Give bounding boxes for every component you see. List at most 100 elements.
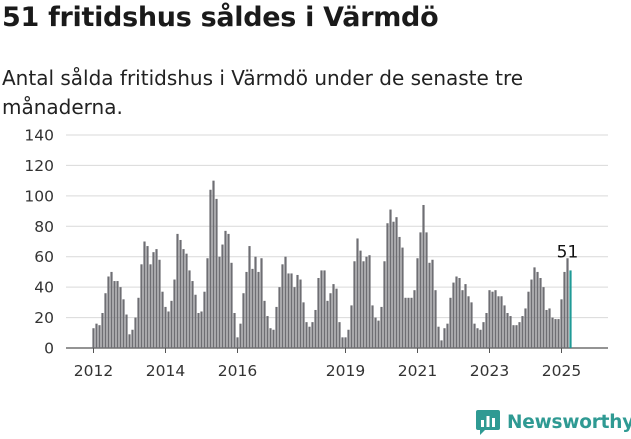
bar xyxy=(545,309,548,348)
bar xyxy=(344,337,347,348)
bar xyxy=(434,290,437,348)
bar xyxy=(377,320,380,348)
bar xyxy=(299,279,302,348)
x-tick-label: 2019 xyxy=(326,362,365,380)
bar xyxy=(365,256,368,348)
bar xyxy=(212,180,215,348)
bar xyxy=(188,270,191,348)
bar xyxy=(449,297,452,348)
bar xyxy=(311,322,314,348)
bar xyxy=(158,259,161,348)
y-tick-label: 100 xyxy=(24,187,54,205)
y-tick-label: 120 xyxy=(24,157,54,175)
chart-subtitle: Antal sålda fritidshus i Värmdö under de… xyxy=(2,66,524,119)
bar xyxy=(275,306,278,348)
bar xyxy=(314,309,317,348)
bar xyxy=(560,299,563,348)
bar xyxy=(428,262,431,348)
bar xyxy=(332,284,335,348)
bar xyxy=(140,264,143,348)
bar xyxy=(287,273,290,348)
bar xyxy=(200,311,203,348)
bar xyxy=(353,261,356,348)
bar xyxy=(530,279,533,348)
bar-series xyxy=(92,180,572,348)
bar xyxy=(518,322,521,348)
bar xyxy=(404,297,407,348)
bar xyxy=(269,328,272,348)
bar xyxy=(233,313,236,348)
bar xyxy=(350,305,353,348)
x-tick-label: 2023 xyxy=(470,362,509,380)
bar xyxy=(455,276,458,348)
bar xyxy=(368,255,371,348)
bar xyxy=(182,249,185,348)
bar xyxy=(170,300,173,348)
bar xyxy=(326,300,329,348)
bar xyxy=(380,306,383,348)
bar xyxy=(230,262,233,348)
bar xyxy=(317,278,320,348)
bar xyxy=(197,313,200,348)
bar xyxy=(125,314,128,348)
bar xyxy=(395,217,398,348)
y-tick-label: 0 xyxy=(44,340,54,358)
y-tick-label: 80 xyxy=(34,218,54,236)
bar xyxy=(500,296,503,348)
bar xyxy=(95,323,98,348)
y-tick-label: 60 xyxy=(34,248,54,266)
bar xyxy=(467,296,470,348)
x-tick-label: 2016 xyxy=(218,362,257,380)
bar xyxy=(488,290,491,348)
bar xyxy=(329,293,332,348)
bar xyxy=(302,302,305,348)
bar xyxy=(155,249,158,348)
data-label: 51 xyxy=(557,242,579,262)
bar xyxy=(557,319,560,348)
bar xyxy=(242,293,245,348)
bar xyxy=(164,306,167,348)
bar xyxy=(392,221,395,348)
bar xyxy=(542,287,545,348)
bar xyxy=(383,261,386,348)
bar xyxy=(260,258,263,348)
bar xyxy=(533,267,536,348)
bar xyxy=(521,316,524,348)
bar xyxy=(266,316,269,348)
bar xyxy=(419,232,422,348)
bar xyxy=(209,189,212,348)
bar xyxy=(110,271,113,348)
bar xyxy=(191,281,194,348)
bar-chart: 0 20 40 60 80 100 120 140 2012 2014 2016 2019 2021 20… xyxy=(24,127,608,381)
bar xyxy=(452,282,455,348)
bar xyxy=(527,291,530,348)
bar xyxy=(185,253,188,348)
x-tick-label: 2012 xyxy=(74,362,113,380)
bar xyxy=(407,297,410,348)
bar xyxy=(101,313,104,348)
bar xyxy=(497,296,500,348)
bar xyxy=(239,323,242,348)
bar xyxy=(215,198,218,348)
bar xyxy=(341,337,344,348)
bar xyxy=(173,279,176,348)
bar xyxy=(482,322,485,348)
bar xyxy=(563,271,566,348)
bar-chart-logo-icon xyxy=(476,410,500,435)
bar xyxy=(485,313,488,348)
bar xyxy=(263,300,266,348)
bar xyxy=(470,302,473,348)
bar xyxy=(149,264,152,348)
bar xyxy=(251,268,254,348)
bar xyxy=(131,329,134,348)
bar xyxy=(218,256,221,348)
bar xyxy=(161,291,164,348)
axes: 0 20 40 60 80 100 120 140 2012 2014 2016 2019 2021 20… xyxy=(24,127,581,381)
bar xyxy=(494,290,497,348)
bar xyxy=(227,233,230,348)
bar xyxy=(236,337,239,348)
chart-title: 51 fritidshus såldes i Värmdö xyxy=(2,2,439,33)
bar xyxy=(320,270,323,348)
brand-logo[interactable]: Newsworthy xyxy=(475,406,631,438)
bar xyxy=(491,291,494,348)
